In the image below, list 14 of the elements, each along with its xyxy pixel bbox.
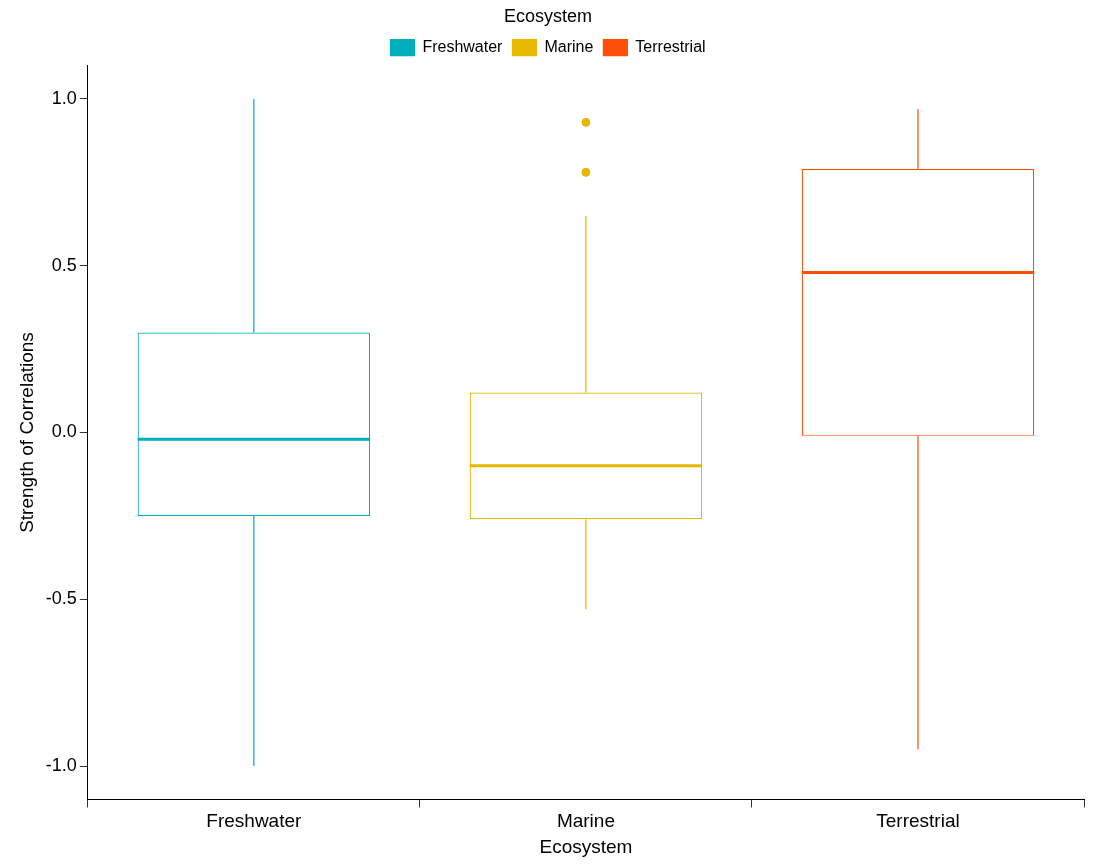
x-tick-label: Terrestrial [876,810,960,832]
legend-label: Terrestrial [635,38,706,56]
legend-title: Ecosystem [503,5,593,26]
legend-label: Freshwater [422,38,504,56]
x-tick-label: Freshwater [206,810,303,832]
y-tick-label: 1.0 [51,87,77,108]
y-tick-label: 0.0 [51,421,77,442]
x-tick-label: Marine [556,810,615,832]
y-axis-title: Strength of Correlations [15,332,37,533]
legend-label: Marine [544,38,594,56]
y-tick-label: -1.0 [45,755,77,776]
y-tick-label: -0.5 [45,588,77,609]
x-axis-title: Ecosystem [539,835,633,857]
y-tick-label: 0.5 [51,254,77,275]
